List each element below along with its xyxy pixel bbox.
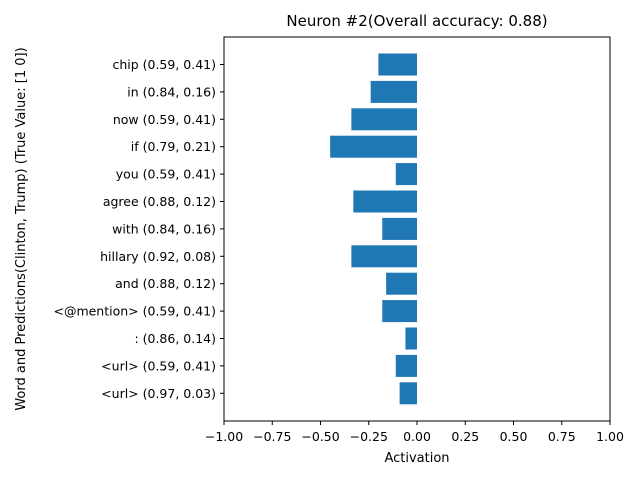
bars-layer	[330, 53, 417, 405]
y-tick-label: : (0.86, 0.14)	[134, 331, 216, 346]
y-tick-label: in (0.84, 0.16)	[127, 84, 216, 99]
y-tick-label: chip (0.59, 0.41)	[112, 57, 216, 72]
y-tick-label: <@mention> (0.59, 0.41)	[53, 304, 216, 319]
x-tick-label: 0.25	[451, 429, 479, 444]
bar	[382, 300, 417, 323]
bar	[353, 190, 417, 213]
y-ticks: chip (0.59, 0.41) in (0.84, 0.16) now (0.5…	[53, 57, 224, 401]
y-tick-label: hillary (0.92, 0.08)	[100, 249, 216, 264]
x-ticks: −1.00 −0.75 −0.50 −0.25 0.00 0.25 0.50 0.75 1.00	[205, 421, 624, 444]
x-tick-label: 0.75	[548, 429, 576, 444]
x-tick-label: 0.50	[500, 429, 528, 444]
chart-title: Neuron #2(Overall accuracy: 0.88)	[286, 12, 547, 30]
x-tick-label: −1.00	[205, 429, 243, 444]
y-tick-label: <url> (0.59, 0.41)	[101, 358, 216, 373]
y-axis-label: Word and Predictions(Clinton, Trump) (Tr…	[14, 47, 29, 410]
x-tick-label: 1.00	[596, 429, 624, 444]
y-tick-label: agree (0.88, 0.12)	[103, 194, 216, 209]
y-tick-label: with (0.84, 0.16)	[112, 221, 216, 236]
y-tick-label: now (0.59, 0.41)	[113, 112, 216, 127]
bar	[351, 108, 417, 131]
bar	[370, 80, 417, 103]
bar	[351, 245, 417, 268]
bar	[399, 382, 417, 405]
x-tick-label: 0.00	[403, 429, 431, 444]
x-tick-label: −0.25	[350, 429, 388, 444]
y-tick-label: <url> (0.97, 0.03)	[101, 386, 216, 401]
bar	[378, 53, 417, 76]
x-tick-label: −0.50	[301, 429, 339, 444]
bar	[405, 327, 417, 350]
y-tick-label: if (0.79, 0.21)	[131, 139, 216, 154]
x-tick-label: −0.75	[253, 429, 291, 444]
y-tick-label: you (0.59, 0.41)	[116, 167, 216, 182]
bar	[330, 135, 417, 158]
bar	[382, 217, 417, 240]
x-axis-label: Activation	[384, 451, 449, 466]
bar	[386, 272, 417, 295]
bar	[395, 163, 417, 186]
bar	[395, 354, 417, 377]
y-tick-label: and (0.88, 0.12)	[115, 276, 216, 291]
